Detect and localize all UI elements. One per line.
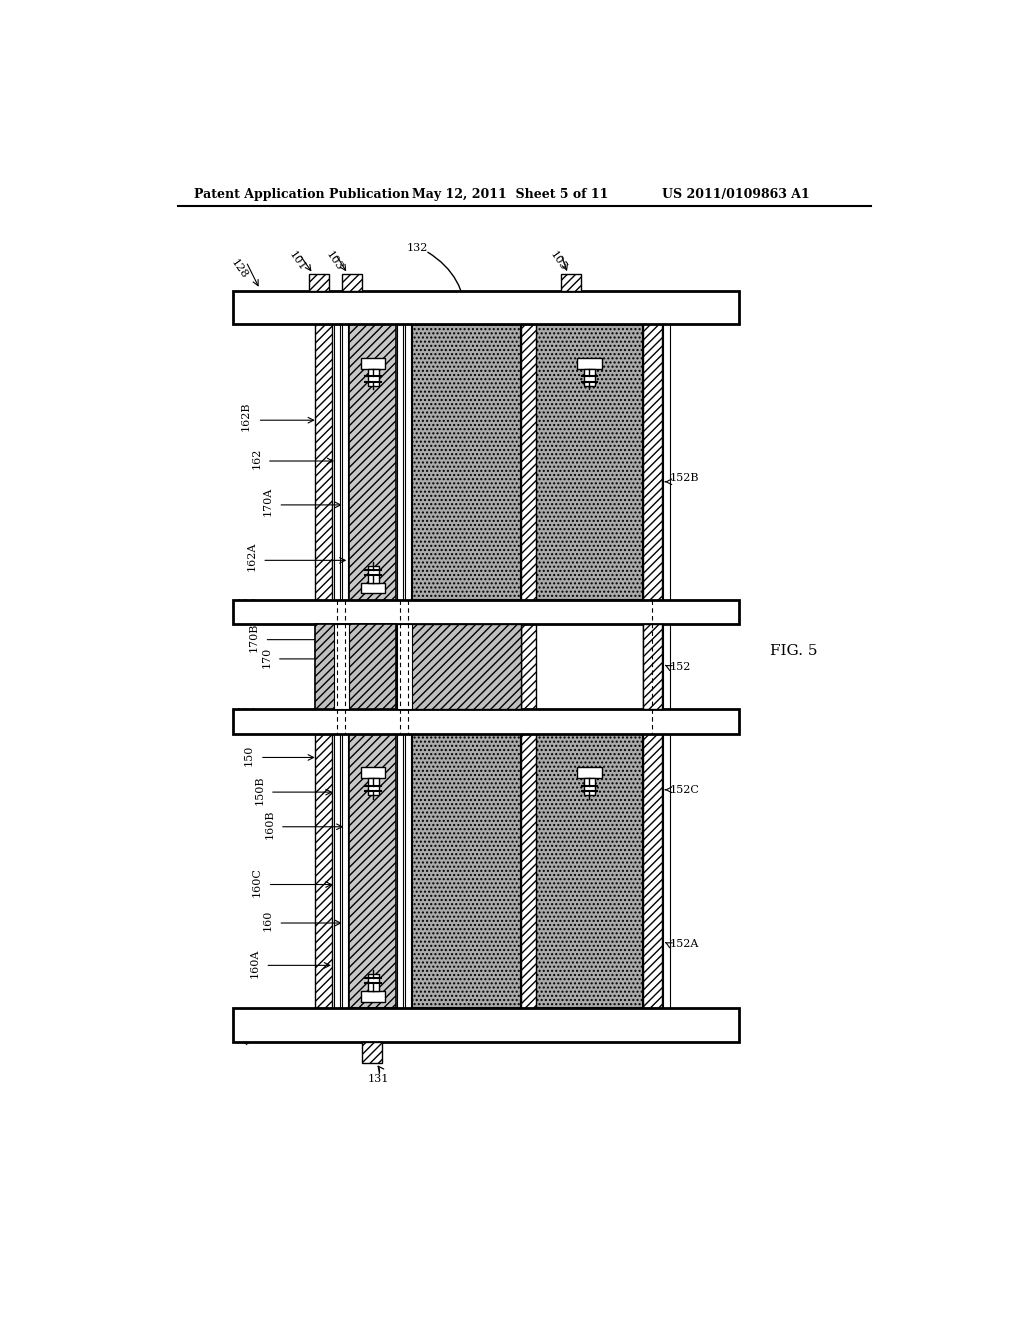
Text: May 12, 2011  Sheet 5 of 11: May 12, 2011 Sheet 5 of 11 bbox=[412, 187, 608, 201]
Text: 150B: 150B bbox=[254, 775, 264, 805]
Bar bbox=[342, 323, 348, 1007]
Bar bbox=[368, 779, 379, 795]
Bar bbox=[342, 275, 362, 290]
Text: 152A: 152A bbox=[670, 939, 699, 949]
Text: US 2011/0109863 A1: US 2011/0109863 A1 bbox=[662, 187, 810, 201]
Bar bbox=[413, 323, 521, 599]
Text: FIG. 5: FIG. 5 bbox=[770, 644, 817, 659]
Text: 150: 150 bbox=[244, 744, 254, 766]
Text: 160: 160 bbox=[262, 909, 272, 932]
Bar bbox=[561, 275, 581, 290]
Text: 162A: 162A bbox=[247, 541, 256, 572]
Bar bbox=[368, 566, 379, 582]
Bar bbox=[334, 624, 349, 709]
Bar bbox=[315, 624, 396, 709]
Bar bbox=[361, 1041, 382, 1063]
Text: 132: 132 bbox=[407, 243, 428, 252]
Bar bbox=[584, 368, 595, 385]
Bar bbox=[360, 582, 385, 594]
Bar bbox=[643, 624, 662, 709]
Bar bbox=[360, 767, 385, 779]
Bar bbox=[404, 323, 411, 1007]
Bar bbox=[584, 779, 595, 795]
Bar bbox=[349, 323, 396, 1007]
Bar bbox=[521, 323, 537, 1007]
Text: 105: 105 bbox=[548, 249, 568, 273]
Text: 160B: 160B bbox=[264, 809, 274, 840]
Bar bbox=[397, 624, 521, 709]
Text: 160C: 160C bbox=[252, 867, 262, 898]
Bar bbox=[578, 358, 602, 368]
Bar bbox=[643, 323, 662, 1007]
Text: 162B: 162B bbox=[241, 401, 251, 432]
Text: 152C: 152C bbox=[670, 785, 699, 795]
Bar bbox=[360, 991, 385, 1002]
Text: 124: 124 bbox=[236, 708, 257, 718]
Bar bbox=[334, 323, 340, 1007]
Text: 170B: 170B bbox=[249, 623, 259, 652]
Bar bbox=[309, 275, 330, 290]
Text: 152B: 152B bbox=[670, 473, 699, 483]
Bar bbox=[413, 734, 521, 1007]
Bar bbox=[537, 734, 643, 1007]
Bar bbox=[664, 323, 670, 1007]
Bar bbox=[368, 368, 379, 385]
Text: 162: 162 bbox=[252, 447, 262, 470]
Bar bbox=[233, 709, 739, 734]
Bar bbox=[315, 323, 333, 1007]
Bar bbox=[233, 1007, 739, 1041]
Text: 131: 131 bbox=[368, 1073, 389, 1084]
Bar bbox=[578, 767, 602, 779]
Text: 103: 103 bbox=[324, 249, 344, 273]
Text: 152: 152 bbox=[670, 661, 691, 672]
Bar bbox=[368, 974, 379, 991]
Text: 160A: 160A bbox=[250, 948, 259, 978]
Bar bbox=[233, 290, 739, 323]
Text: 122: 122 bbox=[230, 1027, 252, 1048]
Text: 170: 170 bbox=[262, 647, 271, 668]
Bar bbox=[397, 624, 413, 709]
Text: 101: 101 bbox=[287, 249, 307, 273]
Text: Patent Application Publication: Patent Application Publication bbox=[194, 187, 410, 201]
Text: 128: 128 bbox=[229, 257, 249, 280]
Text: 126: 126 bbox=[236, 599, 257, 610]
Text: 170A: 170A bbox=[262, 487, 272, 516]
Bar bbox=[537, 323, 643, 599]
Bar bbox=[233, 599, 739, 624]
Bar bbox=[397, 323, 403, 1007]
Bar bbox=[360, 358, 385, 368]
